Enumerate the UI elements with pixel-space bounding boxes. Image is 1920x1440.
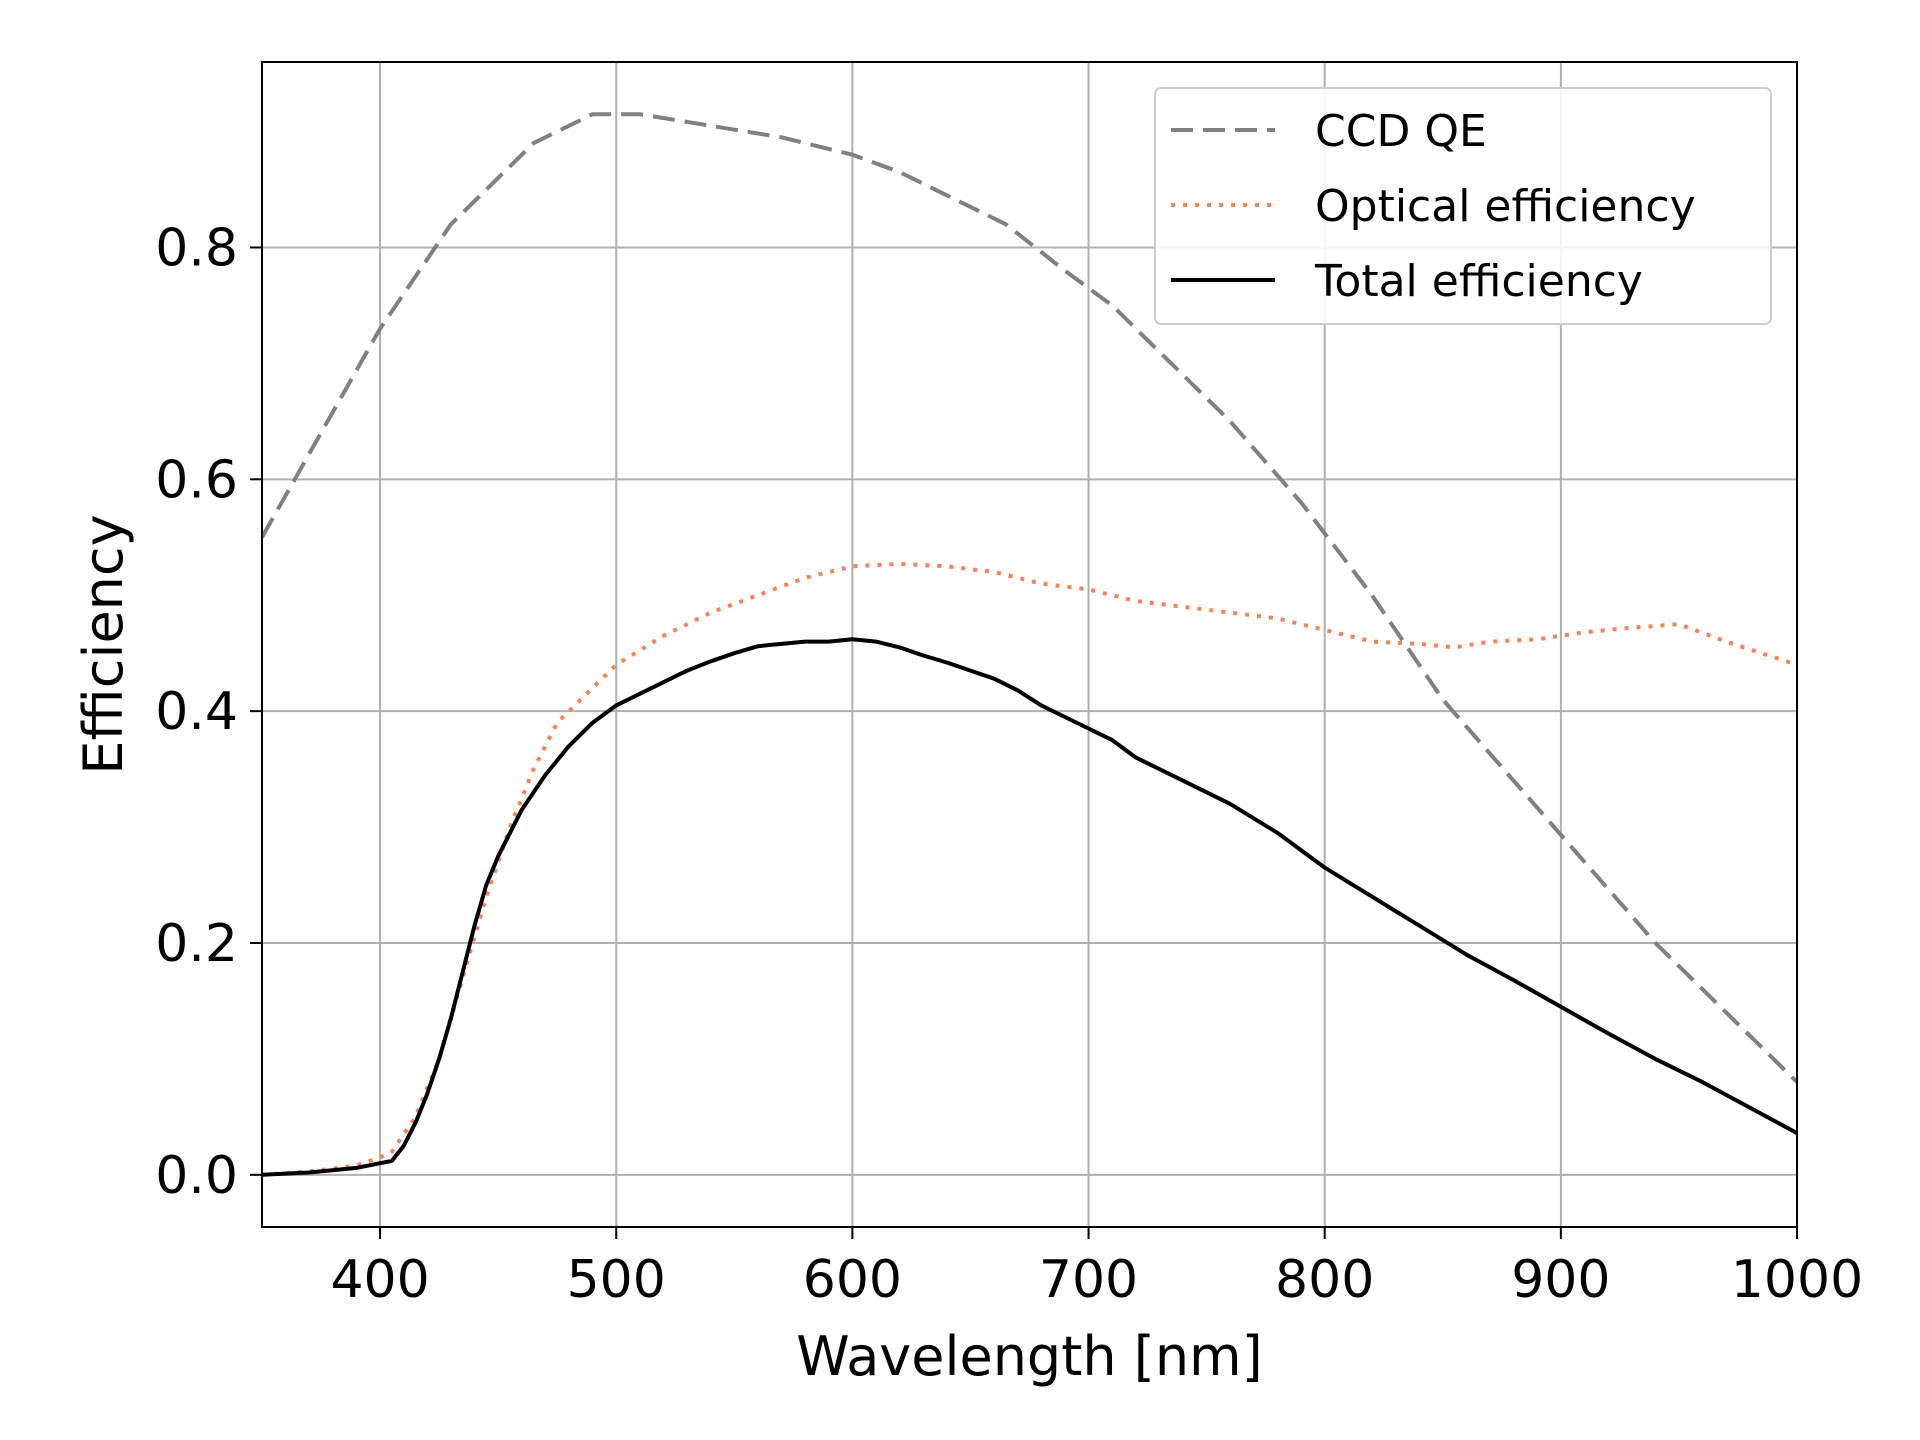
x-tick-label: 700	[1039, 1250, 1138, 1310]
x-tick-label: 1000	[1731, 1250, 1863, 1310]
legend: CCD QE Optical efficiency Total efficiency	[1154, 87, 1772, 325]
x-axis-label: Wavelength [nm]	[796, 1325, 1262, 1388]
grid-layer	[262, 62, 1798, 1227]
y-tick-label: 0.8	[155, 218, 238, 278]
legend-label: Total efficiency	[1314, 256, 1643, 307]
series-line-total-efficiency	[262, 637, 1797, 1177]
series-line-ccd-qe	[262, 112, 1797, 1084]
x-tick-label: 400	[330, 1250, 429, 1310]
tick-layer: 400 500 600 700 800 900 1000 0.0 0.2 0.4 0.6 0.8	[155, 218, 1863, 1310]
y-axis-label: Efficiency	[72, 514, 135, 774]
x-tick-label: 600	[803, 1250, 902, 1310]
y-tick-label: 0.4	[155, 682, 238, 742]
legend-box	[1154, 87, 1772, 325]
plot-frame	[261, 61, 1798, 1228]
x-tick-label: 900	[1511, 1250, 1610, 1310]
series-layer	[262, 112, 1797, 1177]
y-tick-label: 0.6	[155, 450, 238, 510]
x-tick-label: 800	[1275, 1250, 1374, 1310]
legend-label: Optical efficiency	[1315, 181, 1696, 232]
legend-label: CCD QE	[1315, 106, 1487, 157]
y-tick-label: 0.0	[155, 1146, 238, 1206]
x-tick-label: 500	[567, 1250, 666, 1310]
y-tick-label: 0.2	[155, 914, 238, 974]
